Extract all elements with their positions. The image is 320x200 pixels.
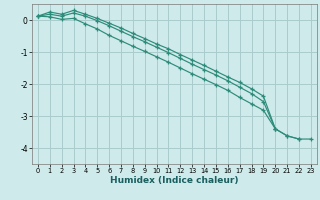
X-axis label: Humidex (Indice chaleur): Humidex (Indice chaleur) — [110, 176, 239, 185]
